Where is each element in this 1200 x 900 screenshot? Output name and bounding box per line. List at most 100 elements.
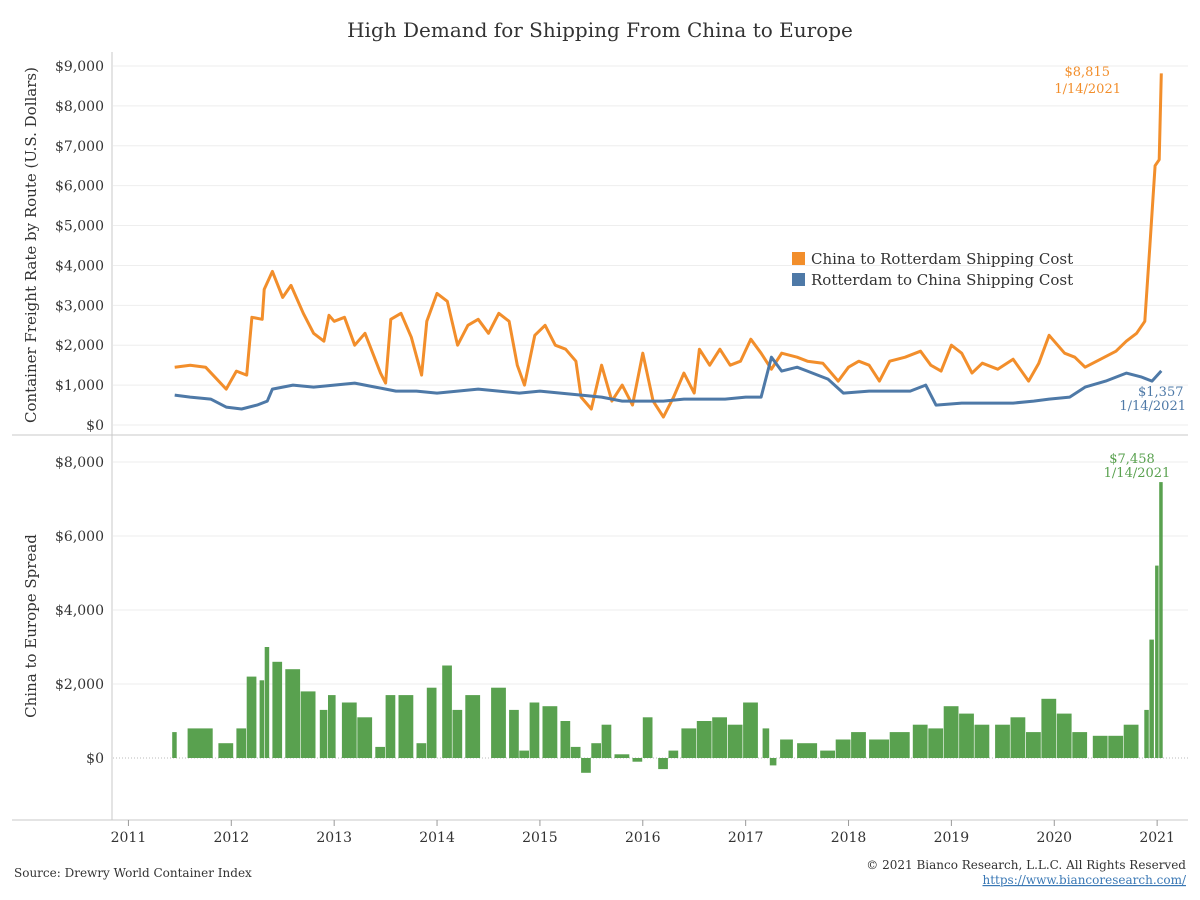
spread-bar [581,758,591,773]
spread-bar [769,758,777,766]
legend-label-rotterdam-to-china: Rotterdam to China Shipping Cost [811,271,1073,289]
x-tick-label: 2020 [1036,830,1072,846]
spread-bar [974,724,990,758]
china-to-rotterdam-end-date: 1/14/2021 [1054,82,1121,97]
spread-bar [452,709,463,758]
spread-bar [1010,717,1026,758]
spread-bar [1056,713,1072,758]
spread-bar [319,709,328,758]
top-y-tick-label: $3,000 [55,298,104,314]
china-to-rotterdam-line [174,73,1163,419]
top-y-tick-label: $7,000 [55,139,104,155]
spread-bar [491,687,506,758]
top-y-tick-label: $6,000 [55,179,104,195]
x-tick-label: 2015 [522,830,558,846]
bottom-y-tick-label: $2,000 [55,677,104,693]
china-to-rotterdam-end-value: $8,815 [1065,65,1111,80]
top-y-axis-title: Container Freight Rate by Route (U.S. Do… [22,67,40,423]
top-y-tick-label: $5,000 [55,219,104,235]
legend-swatch-china-to-rotterdam [792,252,805,265]
x-tick-label: 2014 [419,830,455,846]
spread-bar [519,750,529,758]
spread-bar [1026,732,1041,758]
spread-bar [529,702,540,758]
spread-bar [601,724,612,758]
spread-bar [820,750,835,758]
bottom-y-tick-label: $4,000 [55,603,104,619]
spread-bar [668,750,679,758]
spread-bar [300,691,316,758]
spread-bar [642,717,653,758]
chart-title: High Demand for Shipping From China to E… [347,18,853,42]
x-tick-label: 2021 [1139,830,1175,846]
spread-bar [632,758,643,762]
rotterdam-to-china-end-date: 1/14/2021 [1119,399,1186,414]
spread-bar [1123,724,1139,758]
spread-bar [835,739,851,758]
spread-bar [943,706,959,758]
spread-bar [869,739,890,758]
spread-end-date: 1/14/2021 [1104,466,1171,481]
spread-bar [218,743,234,758]
spread-bar [246,676,257,758]
x-tick-label: 2018 [831,830,867,846]
spread-bar [959,713,974,758]
spread-bar [712,717,727,758]
spread-bar [542,706,558,758]
spread-bar [259,680,265,758]
spread-bar [1159,482,1163,758]
top-y-tick-label: $8,000 [55,99,104,115]
spread-bar [797,743,818,758]
bottom-y-tick-label: $8,000 [55,455,104,471]
spread-bar [509,709,519,758]
spread-bar [236,728,247,758]
top-pane-lines [174,73,1163,419]
spread-bar [762,728,770,758]
spread-bar [614,754,630,758]
top-pane-gridlines [113,65,1188,426]
bottom-y-axis-title: China to Europe Spread [22,534,40,718]
x-tick-label: 2016 [625,830,661,846]
x-tick-label: 2017 [728,830,764,846]
spread-bar [727,724,743,758]
bottom-pane-y-ticks: $0 $2,000 $4,000 $6,000 $8,000 [55,455,104,767]
spread-bar [385,695,396,758]
bianco-research-link[interactable]: https://www.biancoresearch.com/ [982,873,1186,887]
top-pane-y-ticks: $0 $1,000 $2,000 $3,000 $4,000 $5,000 $6,000 $7… [55,59,104,434]
spread-bar [426,687,437,758]
spread-bar [1108,735,1124,758]
spread-bar [416,743,427,758]
top-y-tick-label: $9,000 [55,59,104,75]
spread-bar [375,746,385,758]
spread-bar [780,739,793,758]
legend-swatch-rotterdam-to-china [792,273,805,286]
spread-bar [285,669,301,758]
spread-end-value: $7,458 [1109,452,1155,467]
spread-bar [187,728,213,758]
spread-bar [1155,565,1159,758]
x-tick-label: 2013 [316,830,352,846]
spread-bar [341,702,357,758]
legend-label-china-to-rotterdam: China to Rotterdam Shipping Cost [811,250,1073,268]
spread-bar [743,702,758,758]
spread-bar [1092,735,1108,758]
spread-bar [1041,698,1057,758]
x-axis-ticks: 2011 2012 2013 2014 2015 2016 2017 2018 2019 2020… [111,820,1175,846]
top-y-tick-label: $4,000 [55,258,104,274]
spread-bar [172,732,177,758]
spread-bar [591,743,601,758]
spread-bar [1072,732,1088,758]
top-y-tick-label: $2,000 [55,338,104,354]
spread-bar [658,758,668,770]
bottom-y-tick-label: $0 [86,751,104,767]
spread-bar [1149,639,1154,758]
top-y-tick-label: $0 [86,418,104,434]
spread-bar [928,728,944,758]
spread-bar [264,647,270,758]
x-tick-label: 2019 [934,830,970,846]
spread-bar [681,728,697,758]
rotterdam-to-china-end-value: $1,357 [1138,385,1184,400]
bottom-y-tick-label: $6,000 [55,529,104,545]
spread-bar [560,721,571,758]
